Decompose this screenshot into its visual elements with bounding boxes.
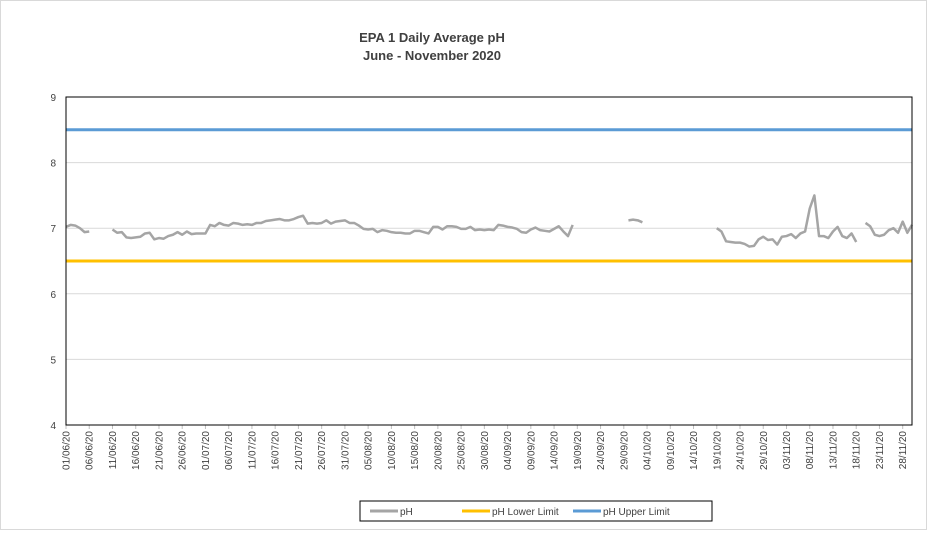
x-tick-label: 15/08/20	[410, 431, 421, 470]
legend-label: pH Upper Limit	[603, 507, 670, 518]
x-tick-label: 14/10/20	[689, 431, 700, 470]
x-tick-label: 05/08/20	[364, 431, 375, 470]
x-tick-label: 11/06/20	[108, 431, 119, 470]
y-tick-label: 6	[50, 290, 56, 301]
x-tick-label: 24/10/20	[736, 431, 747, 470]
x-tick-label: 01/07/20	[201, 431, 212, 470]
chart-title: EPA 1 Daily Average pH	[359, 30, 505, 45]
x-tick-label: 26/07/20	[317, 431, 328, 470]
x-tick-label: 03/11/20	[782, 431, 793, 470]
x-tick-label: 24/09/20	[596, 431, 607, 470]
x-tick-label: 25/08/20	[457, 431, 468, 470]
x-tick-label: 26/06/20	[178, 431, 189, 470]
x-tick-label: 04/10/20	[643, 431, 654, 470]
x-tick-label: 04/09/20	[503, 431, 514, 470]
x-tick-label: 30/08/20	[480, 431, 491, 470]
chart-subtitle: June - November 2020	[363, 48, 501, 63]
x-tick-label: 29/09/20	[619, 431, 630, 470]
y-tick-label: 8	[50, 159, 56, 170]
x-tick-label: 28/11/20	[898, 431, 909, 470]
plot-area	[65, 96, 913, 426]
line-series	[65, 194, 914, 248]
x-tick-label: 06/06/20	[85, 431, 96, 470]
y-tick-label: 7	[50, 224, 56, 235]
x-tick-label: 19/09/20	[573, 431, 584, 470]
x-tick-label: 31/07/20	[340, 431, 351, 470]
x-tick-label: 21/07/20	[294, 431, 305, 470]
x-tick-label: 14/09/20	[550, 431, 561, 470]
x-tick-label: 06/07/20	[224, 431, 235, 470]
legend-label: pH Lower Limit	[492, 507, 559, 518]
x-tick-label: 10/08/20	[387, 431, 398, 470]
y-tick-label: 4	[50, 421, 56, 432]
x-tick-label: 13/11/20	[828, 431, 839, 470]
x-tick-label: 01/06/20	[62, 431, 73, 470]
x-tick-label: 09/09/20	[526, 431, 537, 470]
x-tick-label: 29/10/20	[759, 431, 770, 470]
x-tick-label: 18/11/20	[852, 431, 863, 470]
x-tick-label: 09/10/20	[666, 431, 677, 470]
legend-box	[359, 500, 713, 522]
x-tick-label: 08/11/20	[805, 431, 816, 470]
x-tick-label: 20/08/20	[433, 431, 444, 470]
x-tick-label: 11/07/20	[247, 431, 258, 470]
legend-label: pH	[400, 507, 413, 518]
x-tick-label: 16/07/20	[271, 431, 282, 470]
x-tick-label: 16/06/20	[131, 431, 142, 470]
y-tick-label: 9	[50, 93, 56, 104]
y-tick-label: 5	[50, 355, 56, 366]
x-tick-label: 19/10/20	[712, 431, 723, 470]
x-tick-label: 21/06/20	[154, 431, 165, 470]
x-tick-label: 23/11/20	[875, 431, 886, 470]
